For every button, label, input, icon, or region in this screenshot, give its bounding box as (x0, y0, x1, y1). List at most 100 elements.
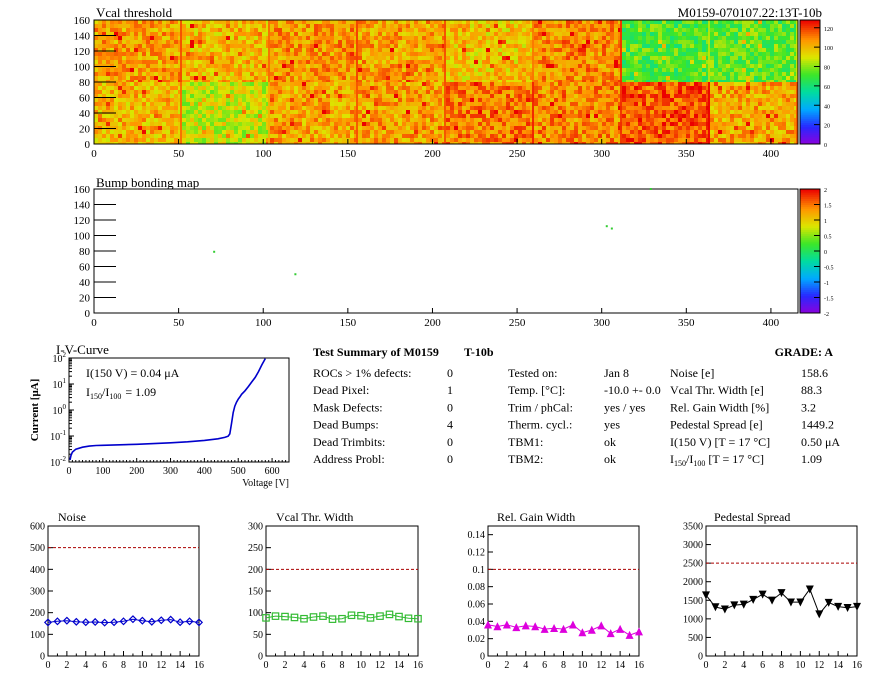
threshold-pixel (458, 122, 463, 127)
threshold-pixel (498, 64, 503, 69)
threshold-pixel (510, 98, 515, 103)
threshold-pixel (206, 64, 211, 69)
threshold-pixel (586, 28, 591, 33)
threshold-pixel (190, 86, 195, 91)
threshold-pixel (198, 28, 203, 33)
threshold-pixel (398, 126, 403, 131)
threshold-pixel (282, 130, 287, 135)
threshold-pixel (450, 48, 455, 53)
threshold-pixel (638, 28, 643, 33)
threshold-pixel (434, 60, 439, 65)
threshold-pixel (218, 98, 223, 103)
threshold-pixel (382, 138, 387, 143)
threshold-pixel (314, 64, 319, 69)
threshold-pixel (474, 36, 479, 41)
threshold-pixel (586, 102, 591, 107)
threshold-pixel (206, 24, 211, 29)
threshold-pixel (110, 110, 115, 115)
threshold-pixel (486, 114, 491, 119)
threshold-pixel (430, 82, 435, 87)
threshold-pixel (502, 56, 507, 61)
threshold-pixel (494, 64, 499, 69)
threshold-pixel (526, 114, 531, 119)
threshold-pixel (550, 20, 555, 25)
threshold-pixel (470, 52, 475, 57)
threshold-pixel (638, 68, 643, 73)
threshold-pixel (718, 32, 723, 37)
threshold-pixel (430, 122, 435, 127)
threshold-pixel (462, 40, 467, 45)
threshold-pixel (294, 28, 299, 33)
threshold-pixel (258, 126, 263, 131)
threshold-pixel (242, 138, 247, 143)
threshold-pixel (154, 94, 159, 99)
threshold-pixel (526, 130, 531, 135)
threshold-pixel (326, 68, 331, 73)
threshold-pixel (782, 56, 787, 61)
threshold-pixel (142, 52, 147, 57)
threshold-pixel (574, 110, 579, 115)
threshold-pixel (314, 20, 319, 25)
threshold-pixel (254, 102, 259, 107)
threshold-pixel (222, 76, 227, 81)
threshold-pixel (438, 68, 443, 73)
threshold-pixel (102, 114, 107, 119)
threshold-pixel (210, 142, 215, 145)
threshold-pixel (202, 48, 207, 53)
threshold-pixel (142, 98, 147, 103)
threshold-pixel (250, 82, 255, 87)
threshold-pixel (326, 102, 331, 107)
threshold-pixel (346, 94, 351, 99)
threshold-pixel (578, 60, 583, 65)
threshold-pixel (594, 24, 599, 29)
threshold-pixel (186, 44, 191, 49)
threshold-pixel (238, 32, 243, 37)
threshold-pixel (182, 56, 187, 61)
threshold-pixel (230, 106, 235, 111)
threshold-pixel (666, 68, 671, 73)
threshold-pixel (438, 48, 443, 53)
threshold-pixel (614, 56, 619, 61)
threshold-pixel (154, 32, 159, 37)
threshold-pixel (378, 126, 383, 131)
threshold-pixel (738, 64, 743, 69)
threshold-pixel (350, 60, 355, 65)
threshold-pixel (490, 114, 495, 119)
threshold-pixel (398, 114, 403, 119)
threshold-pixel (138, 138, 143, 143)
threshold-pixel (650, 64, 655, 69)
threshold-pixel (374, 94, 379, 99)
threshold-pixel (122, 102, 127, 107)
threshold-pixel (450, 72, 455, 77)
threshold-pixel (606, 114, 611, 119)
threshold-pixel (414, 142, 419, 145)
threshold-pixel (198, 110, 203, 115)
threshold-pixel (390, 122, 395, 127)
threshold-pixel (582, 98, 587, 103)
threshold-pixel (110, 134, 115, 139)
threshold-pixel (106, 134, 111, 139)
threshold-pixel (158, 94, 163, 99)
threshold-pixel (638, 44, 643, 49)
threshold-pixel (126, 36, 131, 41)
threshold-pixel (346, 102, 351, 107)
threshold-pixel (106, 90, 111, 95)
threshold-pixel (430, 60, 435, 65)
threshold-pixel (306, 40, 311, 45)
threshold-pixel (110, 106, 115, 111)
threshold-pixel (182, 90, 187, 95)
threshold-pixel (526, 110, 531, 115)
threshold-pixel (142, 48, 147, 53)
threshold-pixel (226, 64, 231, 69)
threshold-pixel (578, 130, 583, 135)
threshold-pixel (326, 138, 331, 143)
threshold-pixel (222, 20, 227, 25)
threshold-pixel (390, 138, 395, 143)
threshold-pixel (402, 60, 407, 65)
threshold-pixel (494, 40, 499, 45)
threshold-pixel (474, 90, 479, 95)
threshold-pixel (358, 60, 363, 65)
threshold-pixel (346, 86, 351, 91)
threshold-pixel (390, 40, 395, 45)
threshold-pixel (518, 106, 523, 111)
